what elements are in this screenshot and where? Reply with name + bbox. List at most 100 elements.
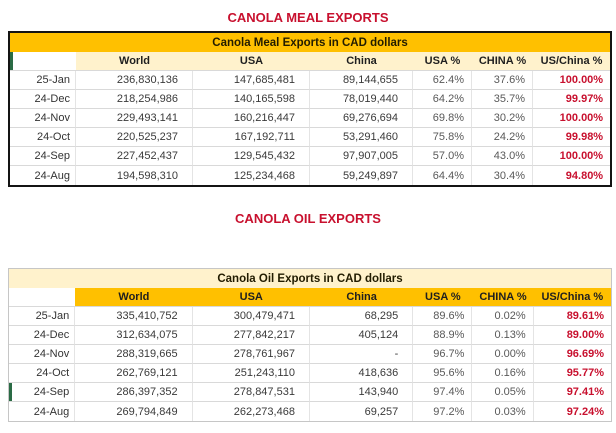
table-row: 24-Aug 194,598,310 125,234,468 59,249,89… (10, 166, 610, 185)
china-pct-value: 37.6% (472, 71, 533, 90)
usa-pct-value: 95.6% (413, 364, 473, 383)
meal-col-header-usa: USA (193, 52, 310, 71)
china-pct-value: 24.2% (472, 128, 533, 147)
meal-col-header-china-pct: CHINA % (472, 52, 533, 71)
period-cell: 25-Jan (9, 307, 76, 326)
table-row: 24-Sep 286,397,352 278,847,531 143,940 9… (9, 383, 611, 402)
usa-value: 262,273,468 (193, 402, 310, 421)
meal-col-header-usa-pct: USA % (413, 52, 472, 71)
table-row: 24-Dec 312,634,075 277,842,217 405,124 8… (9, 326, 611, 345)
table-row: 24-Aug 269,794,849 262,273,468 69,257 97… (9, 402, 611, 421)
china-pct-value: 30.2% (472, 109, 533, 128)
period-cell: 24-Dec (9, 326, 76, 345)
oil-col-header-world: World (75, 288, 193, 307)
oil-col-header-china: China (309, 288, 414, 307)
world-value: 236,830,136 (76, 71, 193, 90)
us-china-pct-value: 97.24% (566, 405, 604, 418)
china-value: 418,636 (309, 364, 414, 383)
world-value: 218,254,986 (76, 90, 193, 109)
china-pct-value: 0.05% (472, 383, 534, 402)
us-china-pct-value: 89.00% (533, 326, 611, 345)
usa-value: 251,243,110 (192, 364, 310, 383)
oil-section-title: CANOLA OIL EXPORTS (235, 211, 381, 226)
oil-table-title-row: Canola Oil Exports in CAD dollars (9, 269, 611, 288)
usa-pct-value: 97.2% (413, 402, 473, 421)
table-row: 24-Nov 229,493,141 160,216,447 69,276,69… (10, 109, 611, 128)
china-value: - (309, 345, 414, 364)
world-value: 288,319,665 (75, 345, 193, 364)
table-row: 24-Oct 262,769,121 251,243,110 418,636 9… (9, 364, 611, 383)
period-cell: 24-Dec (10, 90, 76, 109)
us-china-pct-value: 97.41% (533, 383, 611, 402)
table-row: 25-Jan 236,830,136 147,685,481 89,144,65… (10, 71, 611, 90)
meal-table-title: Canola Meal Exports in CAD dollars (10, 33, 611, 52)
usa-value: 160,216,447 (193, 109, 310, 128)
world-value: 269,794,849 (75, 402, 193, 421)
usa-pct-value: 88.9% (413, 326, 473, 345)
world-value: 229,493,141 (76, 109, 193, 128)
period-cell: 24-Aug (9, 402, 76, 421)
usa-value: 125,234,468 (193, 166, 310, 185)
us-china-pct-value: 100.00% (533, 109, 611, 128)
oil-table-title: Canola Oil Exports in CAD dollars (9, 269, 611, 288)
world-value: 194,598,310 (76, 166, 193, 185)
china-pct-value: 30.4% (472, 166, 533, 185)
usa-pct-value: 62.4% (413, 71, 472, 90)
china-pct-value: 0.00% (472, 345, 534, 364)
us-china-pct-value: 99.97% (533, 90, 611, 109)
china-value: 53,291,460 (310, 128, 413, 147)
china-value: 89,144,655 (310, 71, 413, 90)
china-value: 59,249,897 (310, 166, 413, 185)
usa-value: 278,847,531 (192, 383, 310, 402)
us-china-pct-value: 94.80% (565, 169, 604, 182)
usa-pct-value: 64.2% (413, 90, 472, 109)
oil-col-header-usa-pct: USA % (413, 288, 473, 307)
china-value: 97,907,005 (310, 147, 413, 166)
china-pct-value: 0.16% (472, 364, 534, 383)
us-china-pct-value: 95.77% (533, 364, 611, 383)
us-china-pct-value: 100.00% (533, 147, 611, 166)
meal-column-header-row: World USA China USA % CHINA % US/China % (10, 52, 611, 71)
us-china-pct-value: 100.00% (533, 71, 611, 90)
world-value: 262,769,121 (75, 364, 193, 383)
meal-col-header-china: China (310, 52, 413, 71)
period-cell: 24-Nov (9, 345, 76, 364)
china-pct-value: 35.7% (472, 90, 533, 109)
canola-meal-table: Canola Meal Exports in CAD dollars World… (8, 31, 613, 187)
oil-col-header-china-pct: CHINA % (472, 288, 534, 307)
china-value: 69,257 (310, 402, 414, 421)
usa-value: 147,685,481 (193, 71, 310, 90)
usa-pct-value: 97.4% (413, 383, 473, 402)
period-cell: 24-Aug (10, 166, 76, 185)
world-value: 286,397,352 (75, 383, 193, 402)
china-pct-value: 0.03% (472, 402, 534, 421)
usa-value: 140,165,598 (193, 90, 310, 109)
world-value: 220,525,237 (76, 128, 193, 147)
china-value: 405,124 (309, 326, 414, 345)
meal-col-header-world: World (76, 52, 193, 71)
oil-corner-cell (9, 288, 76, 307)
oil-col-header-us-china-pct: US/China % (533, 288, 611, 307)
oil-column-header-row: World USA China USA % CHINA % US/China % (9, 288, 611, 307)
period-cell: 25-Jan (10, 71, 76, 90)
world-value: 335,410,752 (75, 307, 193, 326)
us-china-pct-value: 96.69% (533, 345, 611, 364)
canola-oil-table: Canola Oil Exports in CAD dollars World … (8, 268, 612, 422)
usa-value: 278,761,967 (192, 345, 310, 364)
china-value: 69,276,694 (310, 109, 413, 128)
table-row: 25-Jan 335,410,752 300,479,471 68,295 89… (9, 307, 611, 326)
table-row: 24-Nov 288,319,665 278,761,967 - 96.7% 0… (9, 345, 611, 364)
china-pct-value: 43.0% (472, 147, 533, 166)
china-value: 78,019,440 (310, 90, 413, 109)
china-pct-value: 0.02% (472, 307, 534, 326)
period-cell: 24-Sep (10, 147, 76, 166)
us-china-pct-value: 89.61% (533, 307, 611, 326)
china-value: 68,295 (309, 307, 414, 326)
table-row: 24-Dec 218,254,986 140,165,598 78,019,44… (10, 90, 611, 109)
period-cell: 24-Nov (10, 109, 76, 128)
usa-pct-value: 64.4% (413, 166, 472, 185)
usa-value: 167,192,711 (193, 128, 310, 147)
usa-pct-value: 75.8% (413, 128, 472, 147)
china-pct-value: 0.13% (472, 326, 534, 345)
table-row: 24-Sep 227,452,437 129,545,432 97,907,00… (10, 147, 611, 166)
